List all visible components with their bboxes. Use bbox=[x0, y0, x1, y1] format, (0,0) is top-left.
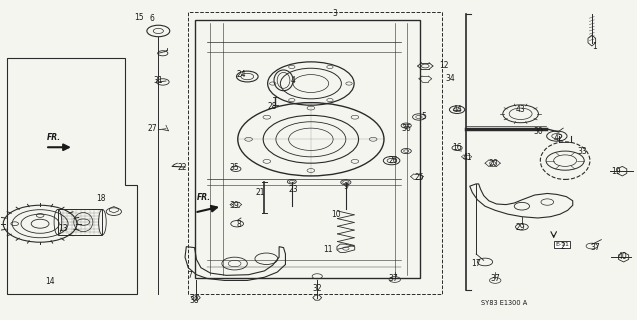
Text: 2: 2 bbox=[561, 242, 566, 251]
Text: 42: 42 bbox=[554, 134, 564, 143]
Text: 14: 14 bbox=[45, 277, 55, 286]
Text: 3: 3 bbox=[332, 9, 337, 18]
Text: 12: 12 bbox=[440, 60, 449, 69]
Text: 26: 26 bbox=[389, 156, 398, 165]
Text: 22: 22 bbox=[177, 163, 187, 172]
Text: 1: 1 bbox=[592, 42, 598, 52]
Text: 6: 6 bbox=[150, 14, 154, 23]
Text: 37: 37 bbox=[490, 274, 500, 283]
Text: 7: 7 bbox=[188, 271, 192, 280]
Text: 37: 37 bbox=[389, 274, 398, 283]
Text: 36: 36 bbox=[401, 124, 411, 133]
Text: 19: 19 bbox=[611, 167, 621, 176]
Text: 25: 25 bbox=[414, 173, 424, 182]
Text: 13: 13 bbox=[58, 224, 68, 233]
Text: 37: 37 bbox=[590, 243, 600, 252]
Text: FR.: FR. bbox=[196, 193, 211, 202]
Text: 28: 28 bbox=[268, 102, 278, 111]
Text: 41: 41 bbox=[463, 153, 473, 162]
Text: 23: 23 bbox=[289, 185, 298, 194]
Text: 5: 5 bbox=[421, 113, 426, 122]
Text: 27: 27 bbox=[147, 124, 157, 133]
Text: 10: 10 bbox=[331, 210, 341, 219]
Text: 29: 29 bbox=[516, 223, 526, 232]
Text: 38: 38 bbox=[190, 296, 199, 305]
Text: SY83 E1300 A: SY83 E1300 A bbox=[480, 300, 527, 306]
Text: 11: 11 bbox=[324, 245, 333, 254]
Text: E-11: E-11 bbox=[555, 242, 569, 247]
Text: 16: 16 bbox=[452, 143, 462, 152]
Text: 4: 4 bbox=[290, 76, 296, 85]
Text: 15: 15 bbox=[134, 13, 144, 22]
Text: 34: 34 bbox=[446, 74, 455, 83]
Text: 18: 18 bbox=[96, 194, 106, 204]
Text: 21: 21 bbox=[255, 188, 265, 197]
Text: 39: 39 bbox=[230, 201, 240, 210]
Text: 20: 20 bbox=[489, 159, 498, 168]
Text: 9: 9 bbox=[343, 182, 348, 191]
Text: 8: 8 bbox=[237, 220, 241, 229]
Text: 32: 32 bbox=[312, 284, 322, 292]
Text: 30: 30 bbox=[533, 127, 543, 136]
Text: 33: 33 bbox=[577, 147, 587, 156]
Text: 35: 35 bbox=[230, 163, 240, 172]
Text: 31: 31 bbox=[154, 76, 163, 85]
Text: 40: 40 bbox=[617, 252, 627, 261]
Text: 24: 24 bbox=[236, 70, 246, 79]
Text: 43: 43 bbox=[516, 105, 526, 114]
Text: 17: 17 bbox=[471, 259, 481, 268]
Text: 44: 44 bbox=[452, 105, 462, 114]
Text: FR.: FR. bbox=[47, 133, 61, 142]
